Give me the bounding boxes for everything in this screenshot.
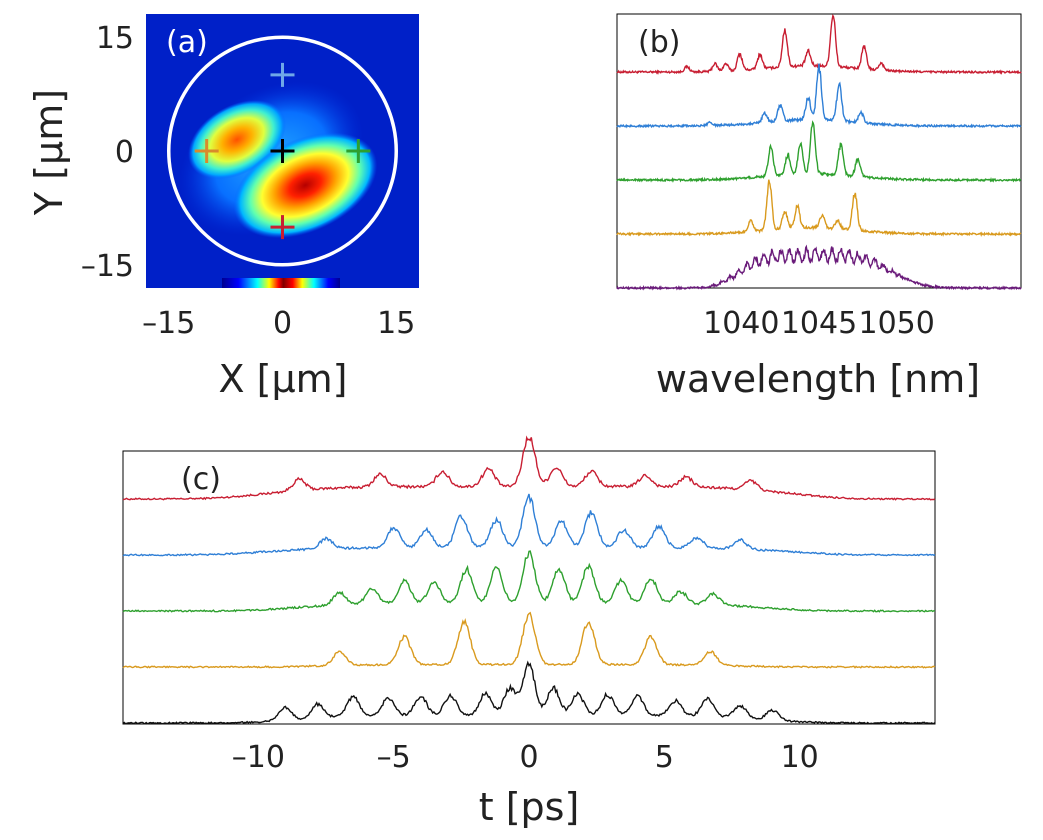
marker-cross-3 — [270, 139, 295, 163]
xtick: 10 — [781, 740, 819, 775]
trace-orange — [616, 179, 1022, 237]
trace-green — [616, 120, 1022, 183]
xtick: –10 — [232, 740, 285, 775]
xtick: 0 — [519, 740, 538, 775]
beam-lobe-2 — [233, 132, 378, 239]
panel-b-xlabel: wavelength [nm] — [656, 357, 980, 401]
panel-a-xtick: 0 — [273, 306, 292, 341]
trace-blue — [616, 63, 1022, 129]
marker-cross-5 — [270, 215, 295, 240]
panel-a-xlabel: X [μm] — [219, 357, 348, 401]
panel-a-ylabel: Y [μm] — [27, 89, 71, 216]
panel-a-ytick: 0 — [115, 135, 134, 170]
trace-purple — [616, 244, 1022, 291]
trace-orange — [122, 611, 936, 669]
panel-a-ytick: –15 — [81, 249, 134, 284]
marker-cross-2 — [194, 139, 219, 163]
panel-a-label: (a) — [166, 25, 208, 60]
trace-blue — [122, 493, 936, 557]
panel-c-label: (c) — [181, 462, 221, 497]
xtick: –5 — [377, 740, 411, 775]
xtick: 1045 — [781, 306, 857, 341]
panel-a-beam-profile: (a) –15 0 15 15 0 –15 X [μm] Y [μm] — [27, 14, 419, 401]
panel-b-label: (b) — [638, 25, 680, 60]
panel-b-frame — [616, 13, 1022, 289]
panel-b-spectra: (b) 1040 1045 1050 wavelength [nm] — [616, 13, 1022, 401]
xtick: 1050 — [859, 306, 935, 341]
panel-a-xtick: 15 — [377, 306, 415, 341]
xtick: 1040 — [703, 306, 779, 341]
panel-a-xtick: –15 — [142, 306, 195, 341]
marker-cross-1 — [270, 62, 295, 87]
panel-c-xlabel: t [ps] — [479, 785, 580, 829]
xtick: 5 — [655, 740, 674, 775]
marker-cross-4 — [346, 139, 371, 163]
panel-c-frame — [122, 450, 936, 725]
trace-red — [122, 435, 936, 501]
trace-green — [122, 550, 936, 613]
colorbar-strip — [222, 278, 340, 288]
trace-black — [122, 660, 936, 725]
panel-a-ytick: 15 — [96, 21, 134, 56]
fiber-core-circle — [167, 35, 398, 267]
panel-c-temporal: (c) –10 –5 0 5 10 t [ps] — [122, 435, 936, 829]
